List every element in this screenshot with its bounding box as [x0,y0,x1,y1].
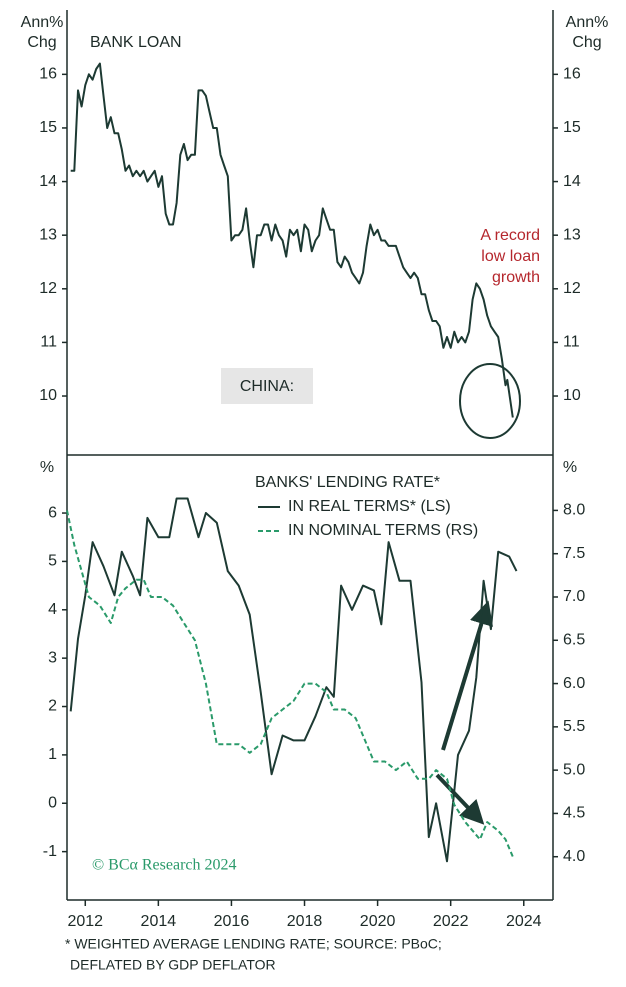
y2-tick-label: 14 [563,173,581,190]
y2-tick-label: 13 [563,226,581,243]
y2-tick-label: 16 [563,66,581,83]
x-tick-label: 2022 [433,913,469,930]
series-line [66,510,514,858]
y-tick-label: 10 [39,387,57,404]
y2-tick-label: 7.5 [563,545,585,562]
y2-tick-label: 5.5 [563,718,585,735]
y-tick-label: 5 [48,553,57,570]
y2-axis-label: Chg [572,34,601,51]
x-tick-label: 2024 [506,913,542,930]
y2-tick-label: 7.0 [563,588,585,605]
highlight-circle [459,363,521,439]
legend-label: IN NOMINAL TERMS (RS) [288,522,478,539]
y2-tick-label: 8.0 [563,502,585,519]
label-box [221,368,313,404]
y-tick-label: 13 [39,226,57,243]
y-tick-label: 2 [48,698,57,715]
y-axis-label: Chg [27,34,56,51]
y-tick-label: -1 [43,843,57,860]
y2-axis-label: Ann% [566,14,609,31]
y-tick-label: 0 [48,794,57,811]
x-tick-label: 2014 [141,913,177,930]
x-tick-label: 2012 [67,913,103,930]
watermark: © BCα Research 2024 [92,857,237,874]
y2-tick-label: 15 [563,119,581,136]
y-tick-label: 11 [40,334,57,351]
y-tick-label: 6 [48,504,57,521]
y2-axis-label: % [563,459,577,476]
series-line [69,497,518,863]
y2-tick-label: 4.5 [563,805,585,822]
annotation: growth [492,269,540,286]
y2-tick-label: 6.5 [563,631,585,648]
x-tick-label: 2018 [287,913,323,930]
footnote: DEFLATED BY GDP DEFLATOR [70,957,276,973]
y-tick-label: 1 [48,746,57,763]
panel-label: CHINA: [240,378,294,395]
y-tick-label: 4 [48,601,57,618]
y-tick-label: 12 [39,280,57,297]
x-tick-label: 2016 [214,913,250,930]
annotation: low loan [481,248,540,265]
y2-tick-label: 4.0 [563,848,585,865]
y-axis-label: % [40,459,54,476]
series-line [70,62,514,418]
y2-tick-label: 10 [563,387,581,404]
y-tick-label: 15 [39,119,57,136]
y2-tick-label: 11 [563,334,580,351]
panel-title: BANK LOAN [90,34,182,51]
y-axis-label: Ann% [21,14,64,31]
y2-tick-label: 12 [563,280,581,297]
y2-tick-label: 5.0 [563,761,585,778]
y-tick-label: 3 [48,649,57,666]
x-tick-label: 2020 [360,913,396,930]
annotation: A record [480,227,540,244]
legend-label: IN REAL TERMS* (LS) [288,498,451,515]
arrow [435,773,485,825]
legend-title: BANKS' LENDING RATE* [255,474,440,491]
y-tick-label: 16 [39,66,57,83]
arrow [441,600,493,751]
y-tick-label: 14 [39,173,57,190]
footnote: * WEIGHTED AVERAGE LENDING RATE; SOURCE:… [65,936,442,952]
y2-tick-label: 6.0 [563,675,585,692]
